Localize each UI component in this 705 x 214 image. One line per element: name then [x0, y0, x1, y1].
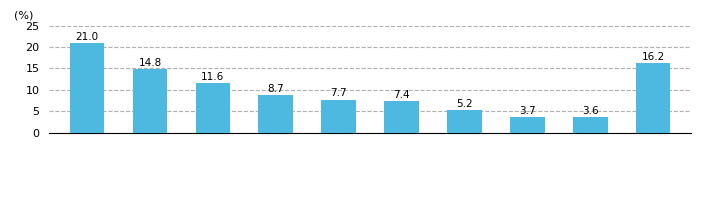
Bar	[195, 83, 230, 133]
Bar	[321, 100, 356, 133]
Bar	[70, 43, 104, 133]
Text: 11.6: 11.6	[201, 72, 224, 82]
Text: 7.7: 7.7	[331, 88, 347, 98]
Text: 21.0: 21.0	[75, 31, 99, 42]
Bar	[636, 63, 670, 133]
Text: 14.8: 14.8	[138, 58, 161, 68]
Text: 7.4: 7.4	[393, 90, 410, 100]
Bar	[447, 110, 482, 133]
Bar	[510, 117, 545, 133]
Bar	[133, 69, 167, 133]
Bar	[259, 95, 293, 133]
Text: 5.2: 5.2	[456, 99, 473, 109]
Text: 8.7: 8.7	[267, 84, 284, 94]
Bar	[573, 117, 608, 133]
Text: (%): (%)	[14, 10, 33, 20]
Text: 3.7: 3.7	[519, 106, 536, 116]
Text: 16.2: 16.2	[642, 52, 665, 62]
Bar	[384, 101, 419, 133]
Text: 3.6: 3.6	[582, 106, 599, 116]
